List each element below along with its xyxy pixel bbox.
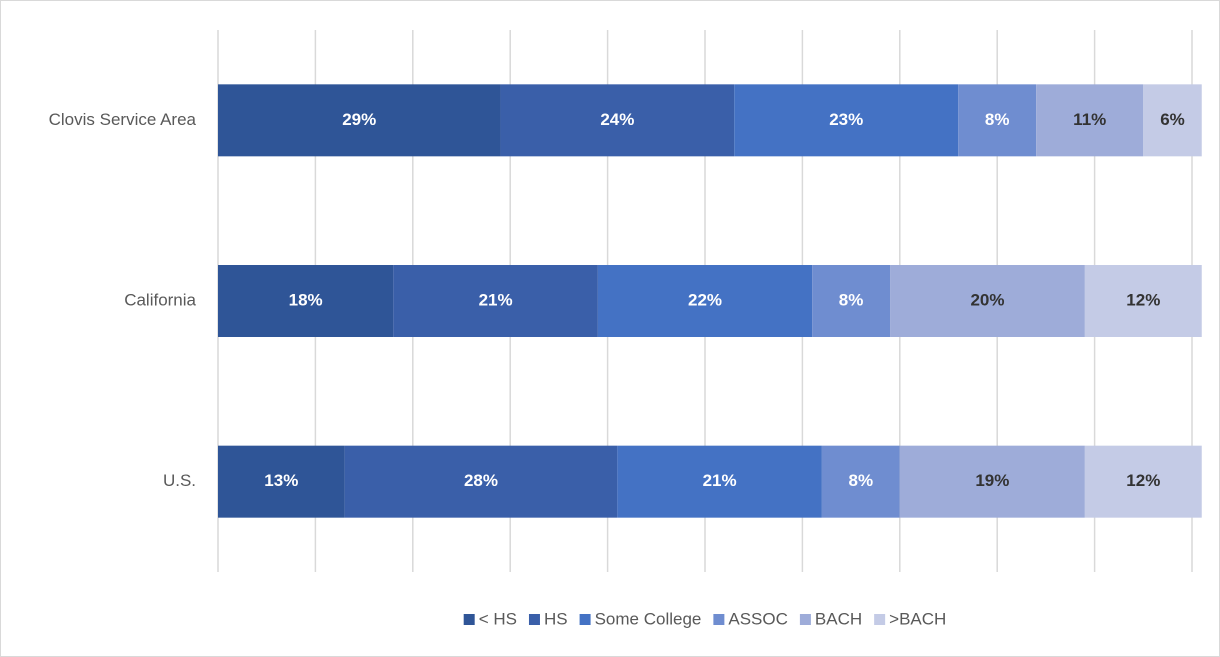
data-label: 13% [264,471,298,490]
bar-segment [393,265,598,337]
data-label: 21% [703,471,737,490]
bar-segment [821,445,900,518]
legend-swatch [799,614,811,625]
bar-segment [500,84,735,157]
data-label: 8% [839,290,864,309]
bar-segment [218,265,394,337]
data-label: 19% [975,471,1009,490]
legend-swatch [713,614,725,625]
data-label: 12% [1126,290,1160,309]
bar-segment [597,265,813,337]
bar-segment [812,265,891,337]
bar-segment [1084,445,1202,518]
bar-segment [958,84,1037,157]
data-label: 6% [1160,110,1185,129]
legend-label: HS [544,609,568,628]
data-label: 8% [985,110,1010,129]
data-label: 28% [464,471,498,490]
legend-label: Some College [595,609,702,628]
data-label: 11% [1073,110,1106,129]
bar-segment [1084,265,1202,337]
bar-segment [218,445,345,518]
data-label: 8% [849,471,874,490]
legend-swatch [874,614,886,625]
bar-segment [734,84,959,157]
data-label: 20% [970,290,1004,309]
data-label: 23% [829,110,863,129]
data-label: 29% [342,110,376,129]
bar-segment [1143,84,1202,157]
legend-label: >BACH [889,609,946,628]
legend-swatch [463,614,475,625]
data-label: 18% [289,290,323,309]
bar-segment [218,84,501,157]
data-label: 21% [479,290,513,309]
y-tick-label: California [124,290,196,309]
bar-segment [617,445,822,518]
legend-swatch [528,614,540,625]
legend-label: ASSOC [728,609,788,628]
legend-swatch [579,614,591,625]
data-label: 12% [1126,471,1160,490]
bar-segment [899,445,1085,518]
data-label: 22% [688,290,722,309]
y-tick-label: U.S. [163,471,196,490]
y-tick-label: Clovis Service Area [49,110,197,129]
bar-segment [344,445,618,518]
legend-label: BACH [815,609,862,628]
bar-segment [1036,84,1144,157]
bar-segment [890,265,1085,337]
data-label: 24% [600,110,634,129]
legend-label: < HS [479,609,517,628]
